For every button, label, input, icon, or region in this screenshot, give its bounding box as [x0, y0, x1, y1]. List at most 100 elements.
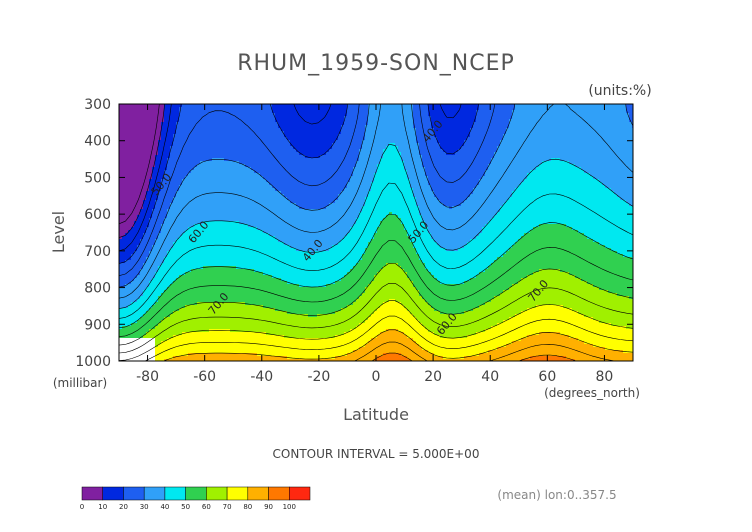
field-cell [170, 278, 174, 282]
field-cell [164, 128, 168, 132]
field-cell [215, 251, 219, 255]
field-cell [230, 317, 234, 321]
field-cell [290, 164, 294, 168]
field-cell [209, 275, 213, 279]
field-cell [170, 149, 174, 153]
field-cell [179, 266, 183, 270]
field-cell [167, 209, 171, 213]
field-cell [224, 176, 228, 180]
field-cell [248, 206, 252, 210]
field-cell [251, 356, 255, 360]
field-cell [191, 341, 195, 345]
field-cell [194, 179, 198, 183]
field-cell [179, 161, 183, 165]
field-cell [266, 245, 270, 249]
field-cell [197, 254, 201, 258]
field-cell [128, 314, 132, 318]
field-cell [287, 110, 291, 114]
field-cell [134, 113, 138, 117]
field-cell [263, 185, 267, 189]
field-cell [200, 248, 204, 252]
field-cell [212, 221, 216, 225]
field-cell [227, 164, 231, 168]
field-cell [230, 344, 234, 348]
field-cell [242, 218, 246, 222]
field-cell [149, 179, 153, 183]
field-cell [149, 113, 153, 117]
field-cell [161, 353, 165, 357]
field-cell [161, 350, 165, 354]
field-cell [245, 104, 249, 108]
field-cell [257, 254, 261, 258]
field-cell [272, 137, 276, 141]
field-cell [194, 155, 198, 159]
field-cell [149, 146, 153, 150]
field-cell [131, 119, 135, 123]
field-cell [206, 197, 210, 201]
field-cell [125, 164, 129, 168]
field-cell [125, 239, 129, 243]
field-cell [185, 344, 189, 348]
field-cell [125, 161, 129, 165]
field-cell [161, 272, 165, 276]
field-cell [146, 164, 150, 168]
field-cell [287, 149, 291, 153]
field-cell [245, 299, 249, 303]
field-cell [257, 290, 261, 294]
field-cell [188, 293, 192, 297]
field-cell [281, 116, 285, 120]
field-cell [119, 197, 123, 201]
field-cell [164, 194, 168, 198]
field-cell [215, 308, 219, 312]
field-cell [224, 116, 228, 120]
field-cell [134, 284, 138, 288]
field-cell [179, 140, 183, 144]
field-cell [209, 278, 213, 282]
field-cell [221, 152, 225, 156]
field-cell [191, 353, 195, 357]
field-cell [179, 302, 183, 306]
field-cell [242, 194, 246, 198]
field-cell [233, 182, 237, 186]
field-cell [149, 170, 153, 174]
field-cell [176, 317, 180, 321]
field-cell [275, 215, 279, 219]
field-cell [260, 230, 264, 234]
field-cell [134, 197, 138, 201]
field-cell [188, 338, 192, 342]
field-cell [152, 122, 156, 126]
field-cell [140, 179, 144, 183]
field-cell [254, 332, 258, 336]
field-cell [179, 356, 183, 360]
field-cell [119, 320, 123, 324]
field-cell [200, 173, 204, 177]
field-cell [161, 320, 165, 324]
field-cell [284, 320, 288, 324]
field-cell [248, 314, 252, 318]
field-cell [119, 236, 123, 240]
field-cell [254, 314, 258, 318]
field-cell [215, 344, 219, 348]
field-cell [188, 143, 192, 147]
field-cell [266, 356, 270, 360]
field-cell [245, 167, 249, 171]
field-cell [125, 263, 129, 267]
field-cell [293, 116, 297, 120]
field-cell [161, 188, 165, 192]
field-cell [128, 236, 132, 240]
field-cell [209, 305, 213, 309]
field-cell [176, 254, 180, 258]
field-cell [119, 242, 123, 246]
field-cell [239, 224, 243, 228]
field-cell [212, 233, 216, 237]
field-cell [278, 341, 282, 345]
field-cell [119, 158, 123, 162]
field-cell [143, 317, 147, 321]
field-cell [248, 311, 252, 315]
field-cell [161, 182, 165, 186]
field-cell [194, 212, 198, 216]
field-cell [230, 167, 234, 171]
field-cell [164, 275, 168, 279]
field-cell [287, 107, 291, 111]
field-cell [185, 296, 189, 300]
